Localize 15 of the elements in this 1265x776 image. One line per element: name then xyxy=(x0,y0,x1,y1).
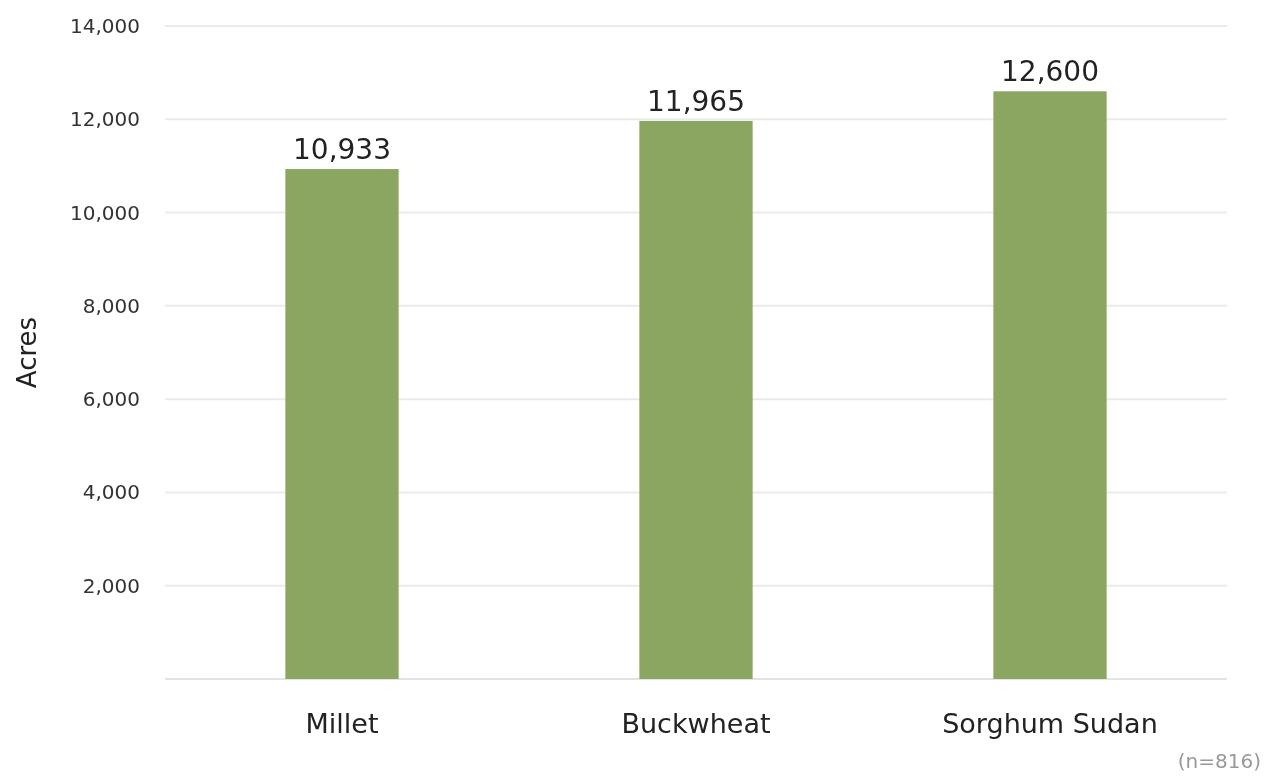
y-axis-title: Acres xyxy=(12,316,42,389)
text: (n=816) xyxy=(1177,749,1261,773)
y-tick-label: 2,000 xyxy=(82,573,140,598)
data-label: 12,600 xyxy=(1001,55,1099,89)
data-label: 11,965 xyxy=(647,84,745,118)
y-tick-label: 8,000 xyxy=(82,293,140,318)
data-label: 10,933 xyxy=(293,133,391,167)
x-tick-label: Buckwheat xyxy=(621,708,771,739)
y-tick-label: 10,000 xyxy=(70,200,140,225)
y-tick-label: 6,000 xyxy=(82,387,140,412)
x-tick-label: Millet xyxy=(305,708,379,739)
x-tick-label: Sorghum Sudan xyxy=(942,708,1158,739)
y-tick-label: 12,000 xyxy=(70,107,140,132)
y-tick-label: 4,000 xyxy=(82,480,140,505)
y-tick-label: 14,000 xyxy=(70,14,140,38)
